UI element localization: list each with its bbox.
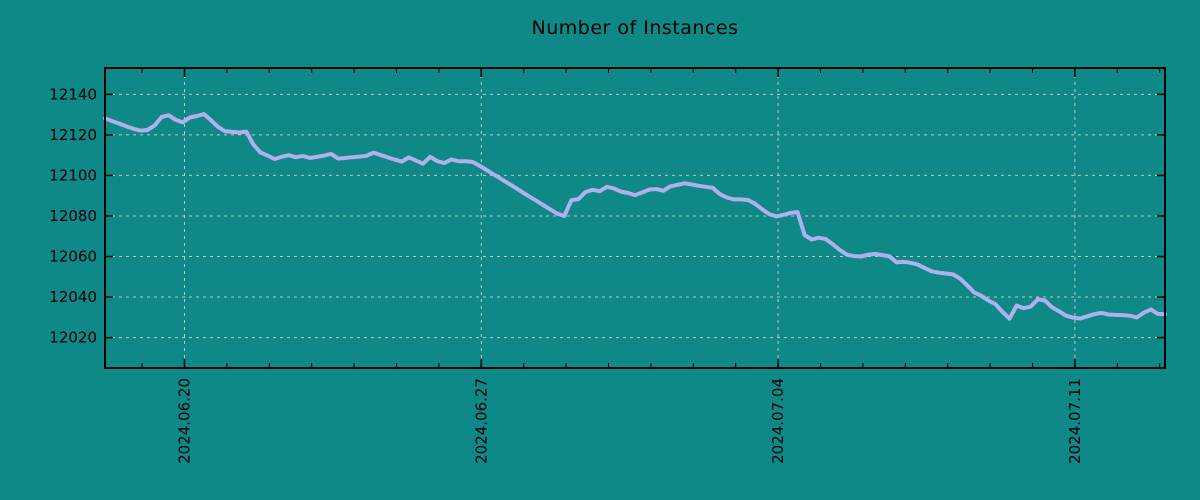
y-tick-label: 12040 [49,288,97,306]
data-line-instances [103,112,1167,321]
plot-border [104,67,1166,369]
y-tick-label: 12020 [49,329,97,347]
x-tick-label: 2024.07.11 [1066,378,1084,464]
y-tick-label: 12100 [49,166,97,184]
y-tick-label: 12140 [49,85,97,103]
y-tick-label: 12080 [49,207,97,225]
x-tick-label: 2024.07.04 [769,378,787,464]
x-tick-label: 2024.06.20 [176,378,194,464]
x-tick-label: 2024.06.27 [472,378,490,464]
y-tick-label: 12060 [49,248,97,266]
chart-title: Number of Instances [531,17,739,39]
y-tick-label: 12120 [49,126,97,144]
